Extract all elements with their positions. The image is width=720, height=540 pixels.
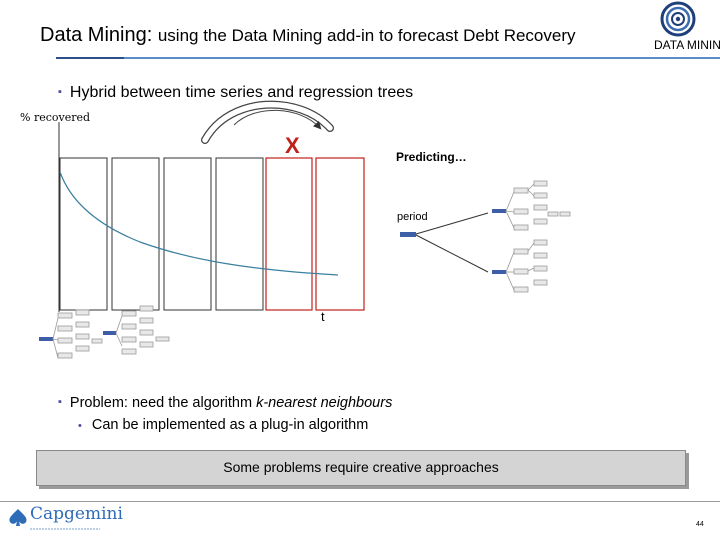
period-box [59,157,108,311]
callout-box: Some problems require creative approache… [36,450,686,486]
period-box [111,157,160,311]
t-label: t [321,309,325,324]
mini-tree-upper [492,180,571,231]
brand-tagline-decoration [30,528,100,530]
problem-emphasis: k-nearest neighbours [256,395,393,411]
slide-title: Data Mining: using the Data Mining add-i… [40,24,576,47]
bullet-text: Hybrid between time series and regressio… [69,84,414,101]
period-box-highlight [265,157,313,311]
period-boxes [59,157,365,311]
time-series-diagram [39,100,571,359]
period-label: period [397,211,428,223]
chart-y-label: % recovered [20,111,91,124]
title-strong: Data Mining: [40,24,153,46]
x-mark: X [285,133,300,158]
bullet-square-icon: ▪ [58,396,62,408]
period-box [215,157,264,311]
bullet-square-icon: ▪ [58,86,62,98]
bullet-problem: ▪ Problem: need the algorithm k-nearest n… [58,395,392,411]
sub-bullet-dot-icon: • [78,420,82,432]
page-number: 44 [696,521,704,528]
branch-line [415,212,489,235]
period-box [163,157,212,311]
period-node [400,232,416,237]
predicting-label: Predicting… [396,150,467,164]
target-logo-icon [660,1,696,37]
logo-text: DATA MININ [654,38,720,52]
title-divider [56,57,720,59]
sub-bullet-text: Can be implemented as a plug-in algorith… [91,417,369,433]
title-rest: using the Data Mining add-in to forecast… [157,26,576,45]
problem-prefix: Problem: need the algorithm [69,395,257,411]
recovery-curve [59,171,339,276]
mini-tree-bottom-left [39,305,170,359]
brand-name: Capgemini [30,504,123,524]
title-divider-accent [56,57,124,59]
footer-divider [0,501,720,502]
shift-arrows [201,100,334,144]
bullet-hybrid: ▪ Hybrid between time series and regressi… [58,84,413,102]
capgemini-spade-icon [9,509,27,526]
callout-text: Some problems require creative approache… [223,459,499,475]
period-box-highlight [315,157,365,311]
branch-line [415,234,489,273]
sub-bullet-plugin: • Can be implemented as a plug-in algorit… [78,417,368,433]
mini-tree-lower [492,239,548,293]
